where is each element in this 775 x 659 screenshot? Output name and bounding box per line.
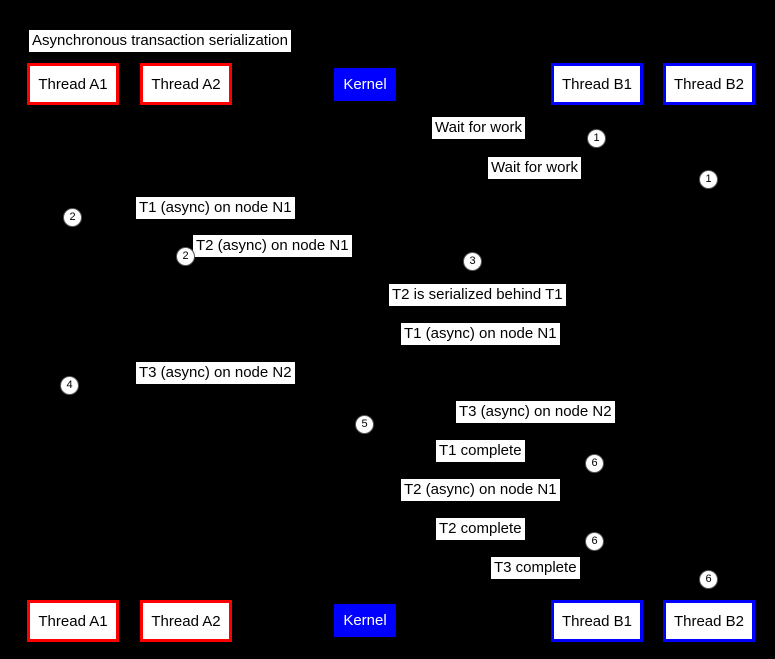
participant-label: Thread A1 xyxy=(38,612,108,630)
message-label-t2-complete: T2 complete xyxy=(436,518,525,540)
step-marker-marker-6-b1: 6 xyxy=(585,454,604,473)
step-marker-marker-1-b2: 1 xyxy=(699,170,718,189)
lifeline-thread-a1 xyxy=(73,105,74,600)
participant-label: Thread B1 xyxy=(561,612,633,630)
message-label-t1-async-n1-b1: T1 (async) on node N1 xyxy=(401,323,560,345)
participant-kernel-bottom[interactable]: Kernel xyxy=(334,604,396,637)
participant-label: Thread A2 xyxy=(151,75,221,93)
message-label-wait-for-work-b1: Wait for work xyxy=(432,117,525,139)
message-label-wait-for-work-b2: Wait for work xyxy=(488,157,581,179)
step-marker-marker-4-a1: 4 xyxy=(60,376,79,395)
lifeline-thread-b1 xyxy=(597,105,598,600)
participant-thread-a2-bottom[interactable]: Thread A2 xyxy=(140,600,232,642)
diagram-title: Asynchronous transaction serialization xyxy=(29,30,291,52)
message-label-t2-async-n1-b1: T2 (async) on node N1 xyxy=(401,479,560,501)
lifeline-arrow-icon xyxy=(70,105,78,111)
participant-label: Thread A2 xyxy=(151,612,221,630)
participant-thread-a2-top[interactable]: Thread A2 xyxy=(140,63,232,105)
participant-label: Kernel xyxy=(343,76,387,93)
lifeline-thread-a2 xyxy=(186,105,187,600)
lifeline-arrow-icon xyxy=(362,101,370,107)
message-label-t2-serialized: T2 is serialized behind T1 xyxy=(389,284,566,306)
step-marker-marker-6-b1b: 6 xyxy=(585,532,604,551)
participant-thread-a1-bottom[interactable]: Thread A1 xyxy=(27,600,119,642)
participant-thread-b2-top[interactable]: Thread B2 xyxy=(663,63,755,105)
message-label-t3-complete: T3 complete xyxy=(491,557,580,579)
lifeline-arrow-icon xyxy=(594,105,602,111)
lifeline-arrow-icon xyxy=(183,105,191,111)
message-label-t1-complete: T1 complete xyxy=(436,440,525,462)
step-marker-marker-2-a1: 2 xyxy=(63,208,82,227)
participant-thread-a1-top[interactable]: Thread A1 xyxy=(27,63,119,105)
lifeline-kernel xyxy=(365,101,366,604)
message-label-t2-async-n1-a2: T2 (async) on node N1 xyxy=(193,235,352,257)
participant-label: Thread B1 xyxy=(561,75,633,93)
participant-kernel-top[interactable]: Kernel xyxy=(334,68,396,101)
step-marker-marker-5-k: 5 xyxy=(355,415,374,434)
participant-label: Thread A1 xyxy=(38,75,108,93)
step-marker-marker-6-b2: 6 xyxy=(699,570,718,589)
participant-thread-b2-bottom[interactable]: Thread B2 xyxy=(663,600,755,642)
lifeline-thread-b2 xyxy=(709,105,710,600)
message-label-t3-async-n2-b2: T3 (async) on node N2 xyxy=(456,401,615,423)
participant-thread-b1-top[interactable]: Thread B1 xyxy=(551,63,643,105)
message-label-t1-async-n1-a1: T1 (async) on node N1 xyxy=(136,197,295,219)
participant-thread-b1-bottom[interactable]: Thread B1 xyxy=(551,600,643,642)
step-marker-marker-2-a2: 2 xyxy=(176,247,195,266)
participant-label: Thread B2 xyxy=(673,75,745,93)
step-marker-marker-1-b1: 1 xyxy=(587,129,606,148)
message-label-t3-async-n2-a1: T3 (async) on node N2 xyxy=(136,362,295,384)
lifeline-arrow-icon xyxy=(706,105,714,111)
participant-label: Thread B2 xyxy=(673,612,745,630)
step-marker-marker-3-k: 3 xyxy=(463,252,482,271)
participant-label: Kernel xyxy=(343,612,387,629)
